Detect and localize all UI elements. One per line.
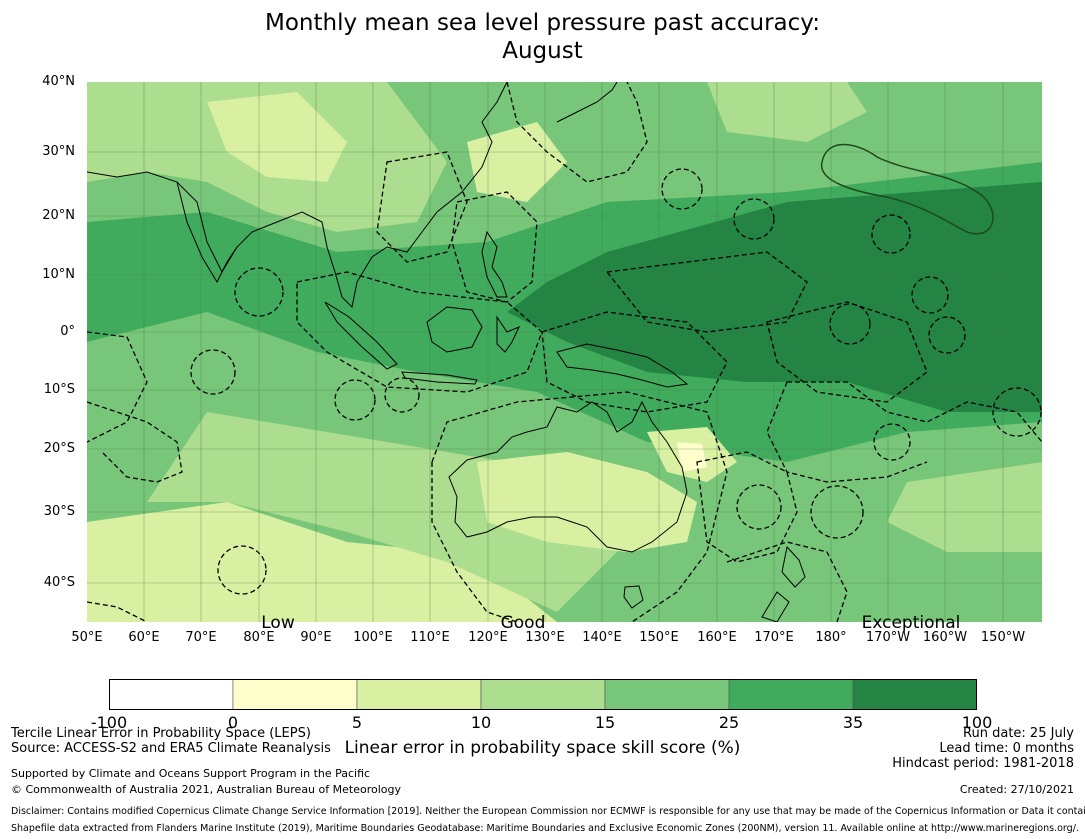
hawaii-boundary [821, 143, 994, 235]
footer-shapefile: Shapefile data extracted from Flanders M… [11, 823, 1079, 834]
low-skill-region [707, 82, 867, 142]
colorbar-tick: 100 [961, 713, 993, 732]
map-title-line1: Monthly mean sea level pressure past acc… [265, 10, 820, 36]
coastlines [87, 82, 806, 622]
lat-label: 10°N [42, 267, 75, 282]
low-skill-region [677, 442, 707, 472]
lon-label: 100°E [353, 630, 393, 645]
lon-label: 160°W [922, 630, 968, 645]
graticule [87, 82, 1042, 622]
low-skill-region [477, 452, 697, 552]
colorbar-label: Linear error in probability space skill … [344, 738, 741, 758]
new-zealand-coastline [761, 545, 806, 622]
colorbar-swatch [480, 679, 606, 710]
footer-method: Tercile Linear Error in Probability Spac… [11, 726, 311, 741]
new-guinea-coastline [556, 343, 689, 388]
map-title-line2: August [502, 38, 583, 64]
colorbar-swatch [852, 679, 977, 710]
sumatra-coastline [324, 301, 398, 370]
lon-label: 90°E [300, 630, 332, 645]
lon-label: 180° [815, 630, 847, 645]
category-label-good: Good [500, 613, 546, 633]
lat-label: 0° [60, 324, 75, 339]
lat-label: 30°N [42, 144, 75, 159]
lon-label: 80°E [243, 630, 275, 645]
colorbar-swatch [604, 679, 730, 710]
lon-label: 120°E [468, 630, 508, 645]
lon-label: 170°E [754, 630, 794, 645]
nz-eez [726, 541, 848, 622]
colorbar-swatch [232, 679, 358, 710]
colorbar-tick: 10 [470, 713, 492, 732]
footer-source: Source: ACCESS-S2 and ERA5 Climate Reana… [11, 741, 331, 756]
footer-support: Supported by Climate and Oceans Support … [11, 767, 371, 780]
lon-label: 150°E [639, 630, 679, 645]
philippines-eez [451, 191, 538, 303]
exceptional-skill-region [507, 182, 1042, 412]
footer-created: Created: 27/10/2021 [959, 783, 1074, 796]
lon-label: 140°E [582, 630, 622, 645]
mauritius-eez [87, 401, 183, 483]
china-sea-eez [376, 151, 468, 263]
indonesia-eez [296, 271, 543, 393]
png-eez [541, 311, 728, 413]
pacific-islands-eez [766, 381, 1042, 483]
low-skill-region [207, 92, 347, 182]
japan-eez [506, 82, 648, 183]
philippines-coastline [481, 230, 508, 298]
micronesia-eez [605, 251, 808, 333]
australia-coastline [448, 400, 688, 553]
colorbar-swatch [109, 679, 234, 710]
southern-eez [87, 601, 148, 622]
asia-coastline [87, 82, 508, 309]
category-label-exceptional: Exceptional [861, 613, 961, 633]
eez-boundaries [87, 82, 1042, 622]
lon-label: 160°E [697, 630, 737, 645]
borneo-coastline [426, 306, 483, 353]
lon-label: 70°E [185, 630, 217, 645]
indian-ocean-eez [87, 331, 148, 443]
colorbar-tick: 35 [842, 713, 864, 732]
lat-label: 40°N [42, 74, 75, 89]
lon-label: 50°E [71, 630, 103, 645]
colorbar-tick: 0 [227, 713, 239, 732]
skill-score-map [87, 82, 1042, 622]
india-coastline [176, 181, 238, 284]
lat-label: 10°S [43, 382, 75, 397]
footer-lead-time: Lead time: 0 months [939, 741, 1074, 756]
lon-label: 150°W [980, 630, 1026, 645]
lat-label: 40°S [43, 575, 75, 590]
kiribati-eez [766, 301, 928, 403]
colorbar [109, 679, 977, 710]
lon-label: 110°E [410, 630, 450, 645]
colorbar-tick: 5 [351, 713, 363, 732]
footer-hindcast-period: Hindcast period: 1981-2018 [892, 756, 1074, 771]
south-pacific-eez [696, 451, 798, 563]
lon-label: 170°W [865, 630, 911, 645]
australia-eez [431, 391, 728, 622]
colorbar-swatch [728, 679, 854, 710]
footer-copyright: © Commonwealth of Australia 2021, Austra… [11, 783, 401, 796]
japan-coastline [556, 82, 618, 123]
tasmania-coastline [623, 585, 644, 609]
low-skill-region [87, 502, 557, 622]
colorbar-swatch [356, 679, 482, 710]
lat-label: 30°S [43, 504, 75, 519]
lon-label: 130°E [525, 630, 565, 645]
footer-disclaimer: Disclaimer: Contains modified Copernicus… [11, 806, 1085, 817]
lon-label: 60°E [128, 630, 160, 645]
colorbar-outline [109, 679, 977, 710]
colorbar-tick: -100 [90, 713, 128, 732]
lat-label: 20°S [43, 441, 75, 456]
colorbar-tick: 25 [718, 713, 740, 732]
sulawesi-coastline [496, 315, 520, 353]
colorbar-tick: 15 [594, 713, 616, 732]
lat-label: 20°N [42, 208, 75, 223]
footer-run-date: Run date: 25 July [963, 726, 1074, 741]
category-label-low: Low [261, 613, 295, 633]
